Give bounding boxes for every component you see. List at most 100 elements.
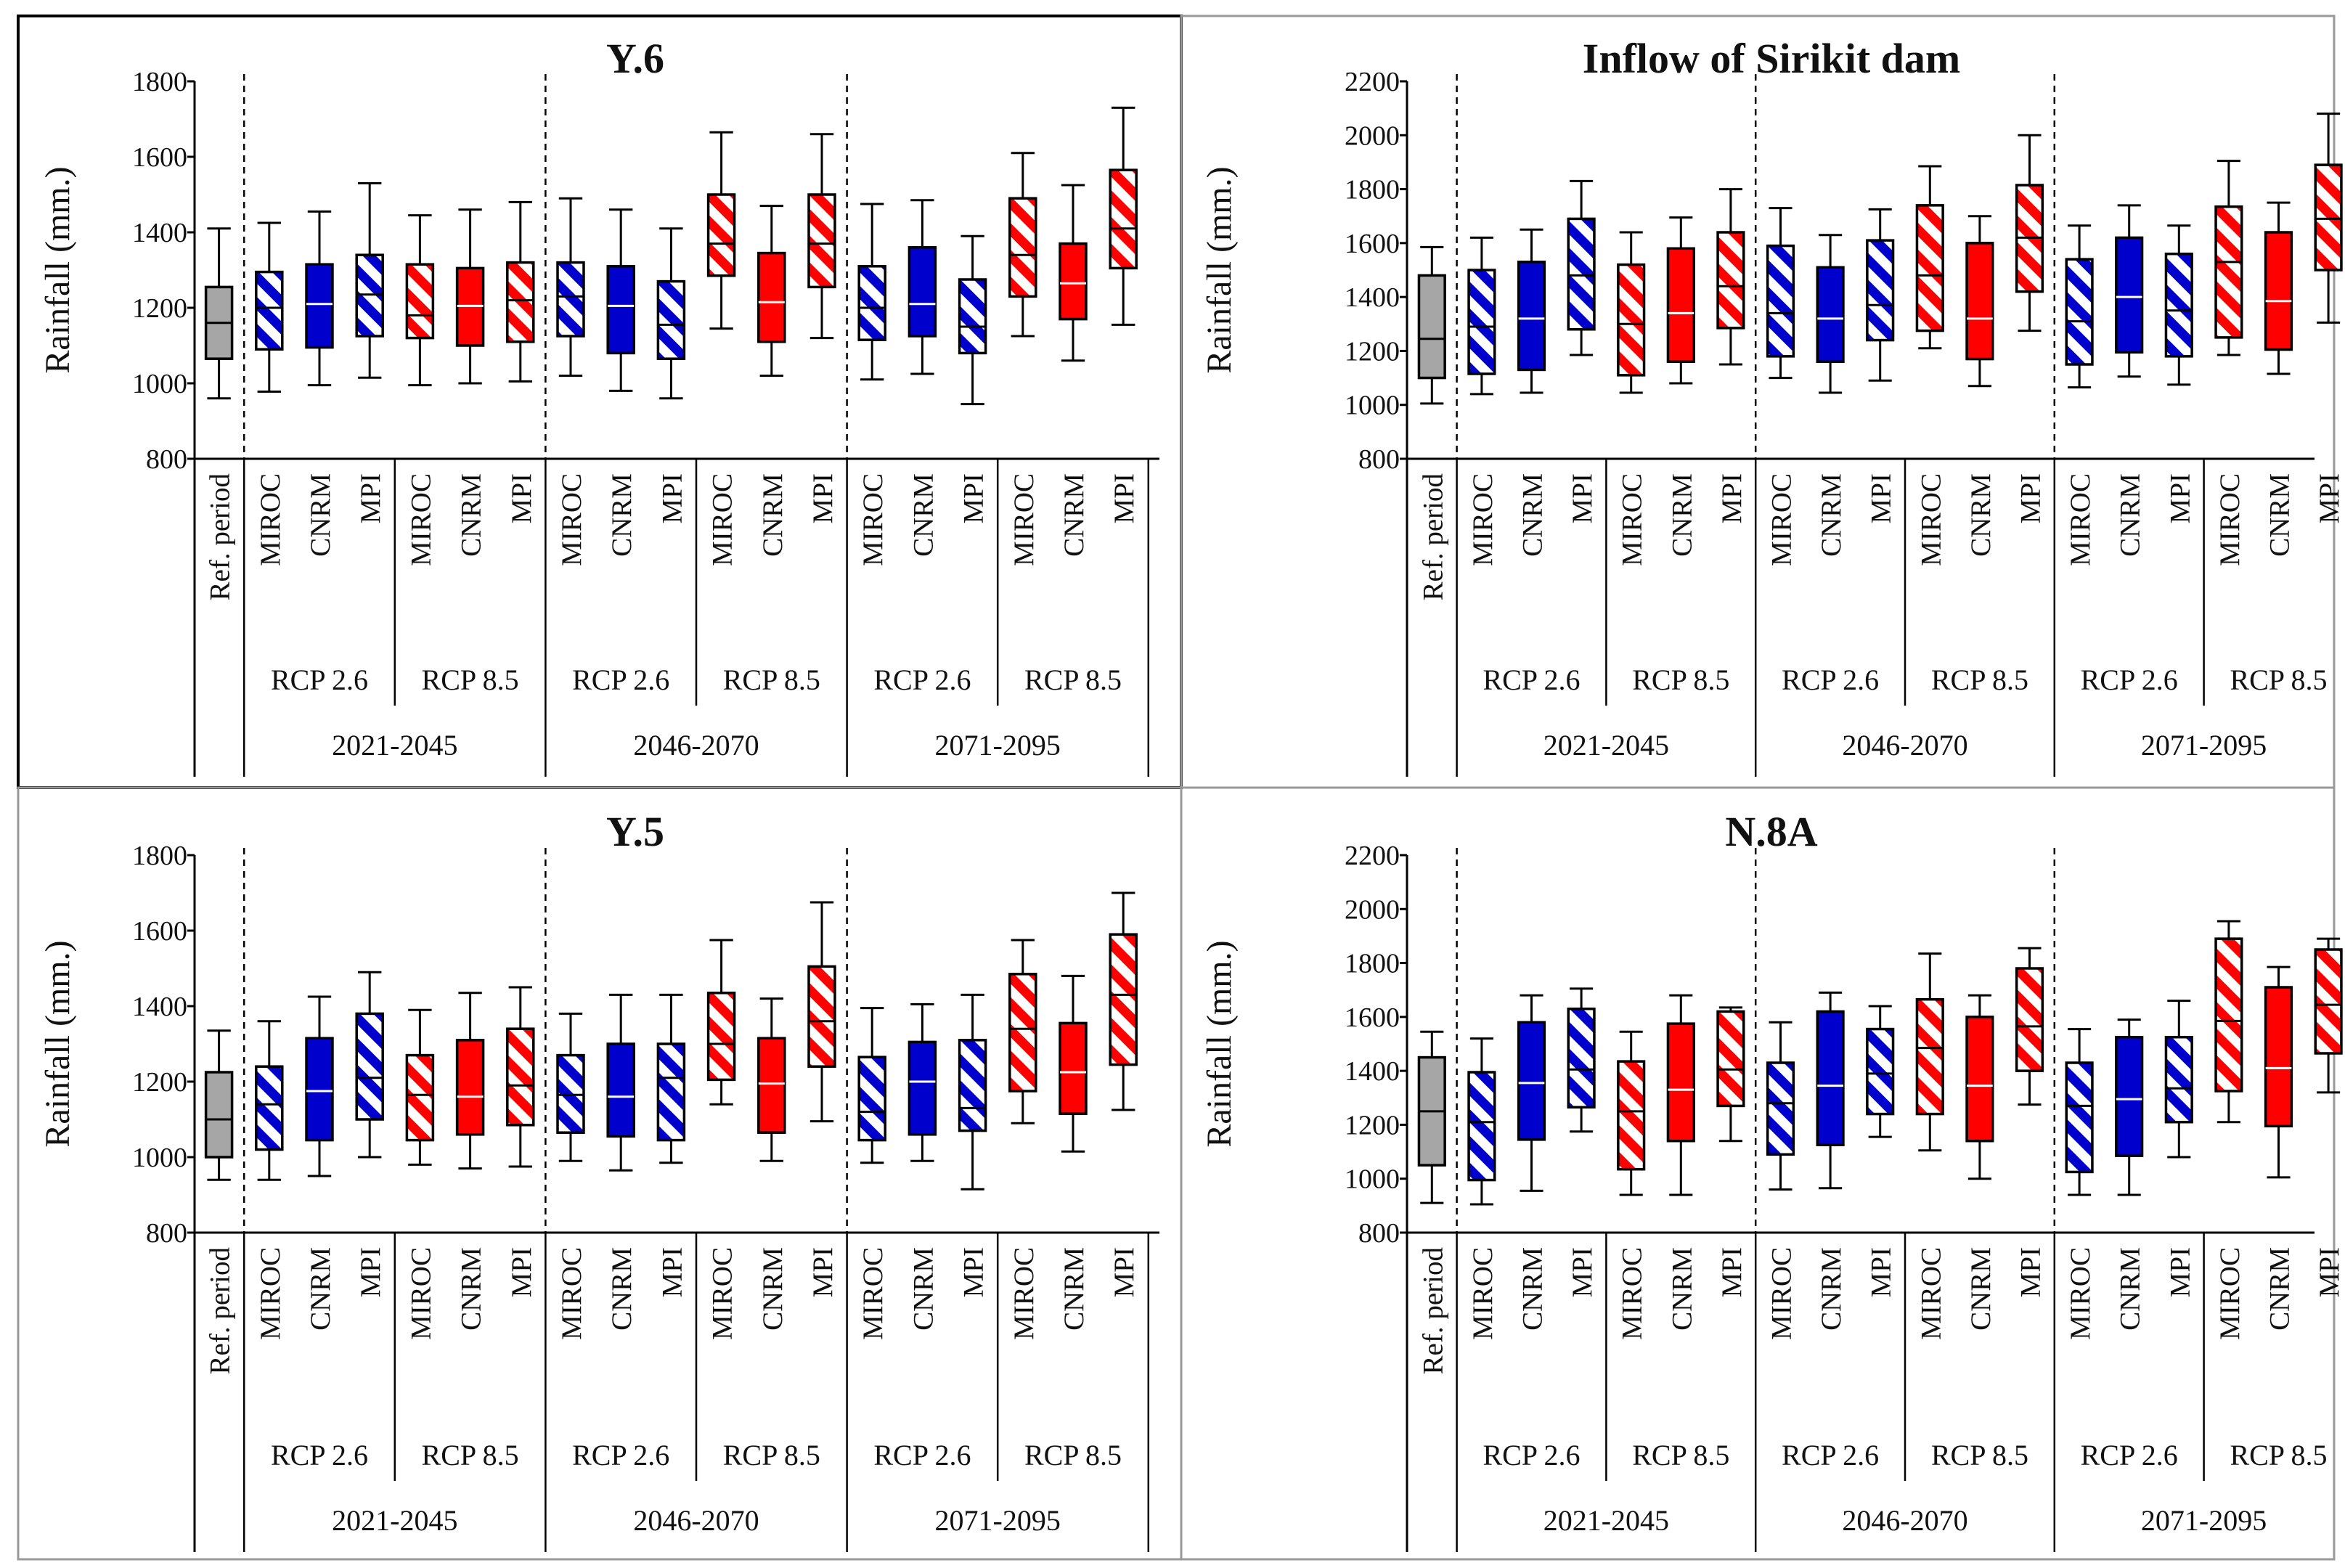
box-plot	[1816, 991, 1845, 1190]
box-iqr	[1915, 204, 1944, 332]
box-plot	[405, 1008, 435, 1166]
category-label: CNRM	[606, 1247, 637, 1331]
box-plot	[2065, 224, 2094, 389]
category-label: MPI	[355, 1247, 386, 1297]
rcp-label: RCP 8.5	[1931, 663, 2028, 696]
category-label: CNRM	[305, 473, 336, 557]
category-label: MIROC	[857, 473, 889, 566]
box-plot	[1915, 952, 1944, 1152]
category-label: MPI	[1866, 473, 1897, 523]
box-iqr	[2314, 163, 2343, 271]
box-iqr	[857, 265, 886, 341]
category-label: MIROC	[1766, 1247, 1798, 1340]
box-plot	[606, 208, 635, 392]
rcp-label: RCP 2.6	[1782, 1439, 1879, 1471]
box-iqr	[857, 1055, 886, 1142]
category-label: MPI	[807, 473, 839, 523]
box-iqr	[506, 261, 535, 343]
y-tick-label: 800	[146, 444, 187, 475]
box-plot	[355, 181, 384, 379]
y-tick-label: 1200	[1345, 336, 1400, 367]
category-label: MPI	[2015, 473, 2047, 523]
y-tick-label: 1600	[1345, 1003, 1400, 1033]
box-iqr	[1517, 1021, 1546, 1141]
rcp-label: RCP 2.6	[572, 663, 669, 696]
box-plot	[1915, 165, 1944, 350]
rcp-label: RCP 8.5	[2230, 663, 2327, 696]
rcp-label: RCP 2.6	[873, 1439, 971, 1471]
category-label: CNRM	[2264, 1247, 2296, 1331]
rcp-label: RCP 2.6	[2081, 663, 2178, 696]
category-label: MIROC	[405, 1247, 436, 1340]
box-plot	[2164, 1000, 2193, 1159]
box-iqr	[2214, 205, 2243, 339]
category-label: CNRM	[1666, 1247, 1697, 1331]
y-tick-label: 1400	[132, 218, 187, 248]
box-iqr	[255, 270, 284, 351]
category-label: MPI	[656, 473, 688, 523]
category-label: MPI	[506, 1247, 537, 1297]
category-label: MIROC	[1467, 473, 1498, 566]
box-plot	[1965, 215, 1994, 388]
y-tick-label: 1000	[1345, 1164, 1400, 1195]
period-label: 2046-2070	[1842, 1504, 1967, 1537]
chart-title: Inflow of Sirikit dam	[1583, 35, 1960, 82]
box-plot	[1766, 207, 1795, 380]
box-plot	[1467, 1037, 1496, 1206]
box-plot	[1109, 891, 1138, 1111]
rcp-label: RCP 8.5	[1024, 663, 1122, 696]
category-label: MPI	[2314, 473, 2345, 523]
box-plot	[807, 133, 836, 340]
category-label: MIROC	[1008, 1247, 1040, 1340]
box-iqr	[204, 1071, 234, 1159]
box-iqr	[1467, 1071, 1496, 1182]
box-plot	[1059, 184, 1088, 362]
box-plot	[1109, 106, 1138, 326]
period-label: 2021-2045	[1543, 729, 1669, 761]
box-plot	[2264, 201, 2293, 375]
box-plot	[908, 1003, 937, 1162]
box-iqr	[1417, 274, 1446, 380]
category-label: MPI	[2015, 1247, 2047, 1297]
box-iqr	[1617, 263, 1646, 377]
panel-frame-n8a	[1180, 786, 2336, 1561]
chart-y5: Y.5 Rainfall (mm.) 800 1000 1200 1400 1600 1800…	[38, 808, 1159, 1552]
box-iqr	[2115, 1035, 2144, 1157]
box-plot	[958, 234, 987, 406]
box-iqr	[1109, 168, 1138, 270]
y-tick-label: 1800	[1345, 175, 1400, 205]
y-axis-label: Rainfall (mm.)	[1200, 940, 1239, 1147]
category-label: CNRM	[908, 1247, 939, 1331]
box-plot	[2264, 965, 2293, 1179]
box-iqr	[405, 1053, 435, 1142]
category-label: MIROC	[1008, 473, 1040, 566]
box-plot	[1666, 216, 1695, 385]
category-label: MIROC	[1617, 473, 1648, 566]
y-tick-label: 1200	[1345, 1110, 1400, 1140]
box-iqr	[1567, 217, 1596, 331]
box-plot	[204, 1029, 234, 1181]
box-plot	[1567, 179, 1596, 356]
box-plot	[1965, 994, 1994, 1180]
box-iqr	[908, 246, 937, 338]
y-tick-label: 1800	[132, 841, 187, 871]
category-label: MPI	[1109, 473, 1140, 523]
box-iqr	[958, 1039, 987, 1132]
box-iqr	[255, 1065, 284, 1151]
box-plot	[355, 971, 384, 1159]
category-label: MIROC	[1915, 1247, 1946, 1340]
category-label: Ref. period	[205, 473, 236, 601]
category-label: MPI	[807, 1247, 839, 1297]
box-iqr	[1617, 1060, 1646, 1171]
y-tick-label: 1200	[132, 293, 187, 324]
category-label: MIROC	[707, 473, 738, 566]
box-iqr	[656, 279, 686, 360]
y-tick-label: 1200	[132, 1067, 187, 1098]
chart-y6: Y.6 Rainfall (mm.) 800 1000 1200 1400 1600 1800…	[38, 35, 1159, 777]
box-plot	[1008, 152, 1037, 338]
box-plot	[857, 203, 886, 381]
box-iqr	[1059, 1021, 1088, 1115]
category-label: CNRM	[1059, 473, 1090, 557]
y-tick-label: 800	[146, 1218, 187, 1249]
box-iqr	[2264, 986, 2293, 1128]
